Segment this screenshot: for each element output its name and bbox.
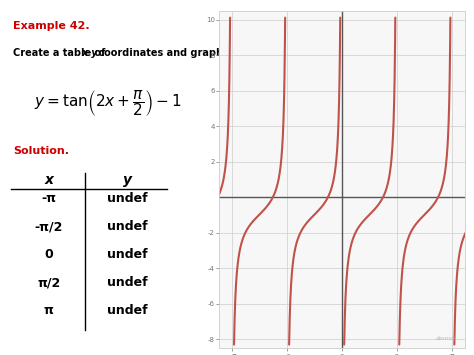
Text: π/2: π/2 [37,276,60,289]
Text: coordinates and graph the function.: coordinates and graph the function. [95,48,297,58]
Text: x: x [44,173,53,186]
Text: y: y [123,173,132,186]
Text: Example 42.: Example 42. [13,21,90,31]
Text: undef: undef [107,304,147,317]
Text: Solution.: Solution. [13,146,69,155]
Text: x-y: x-y [82,48,99,58]
Text: undef: undef [107,248,147,261]
Text: 0: 0 [45,248,53,261]
Text: -π/2: -π/2 [35,220,63,233]
Text: -π: -π [41,192,56,205]
Text: $y = \tan\!\left(2x + \dfrac{\pi}{2}\right) - 1$: $y = \tan\!\left(2x + \dfrac{\pi}{2}\rig… [34,88,182,118]
Text: desmos: desmos [436,336,457,341]
Text: undef: undef [107,192,147,205]
Text: π: π [44,304,54,317]
Text: Create a table of: Create a table of [13,48,109,58]
Text: undef: undef [107,220,147,233]
Text: undef: undef [107,276,147,289]
